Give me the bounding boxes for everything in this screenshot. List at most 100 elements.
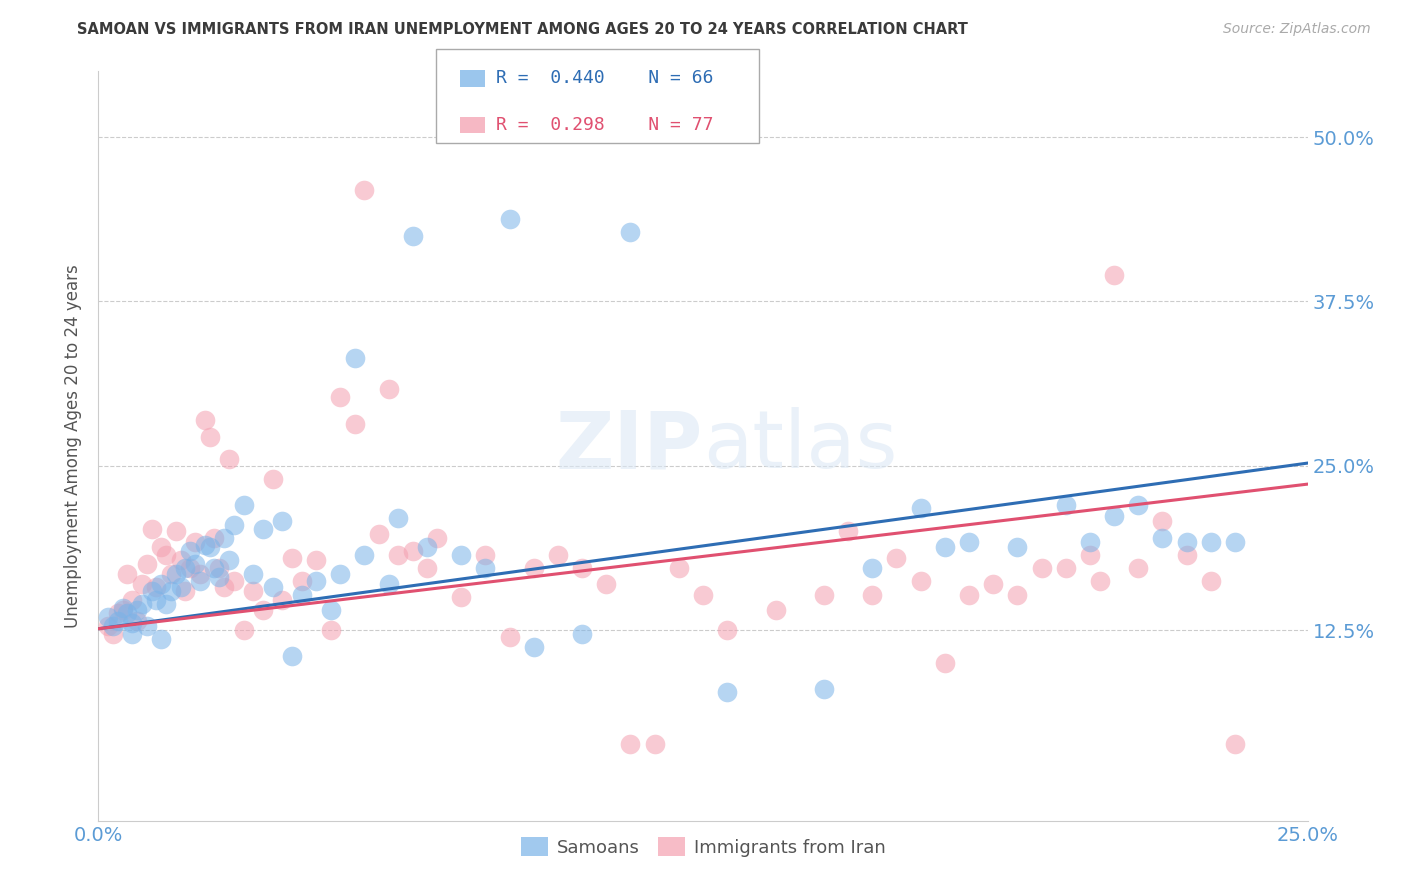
Point bbox=[184, 535, 207, 549]
Point bbox=[208, 561, 231, 575]
Point bbox=[319, 623, 342, 637]
Point bbox=[716, 623, 738, 637]
Point bbox=[141, 522, 163, 536]
Point bbox=[121, 592, 143, 607]
Point bbox=[232, 623, 254, 637]
Point bbox=[150, 540, 173, 554]
Point bbox=[174, 561, 197, 575]
Point bbox=[692, 588, 714, 602]
Point bbox=[416, 540, 439, 554]
Point bbox=[212, 580, 235, 594]
Point bbox=[204, 531, 226, 545]
Point bbox=[837, 524, 859, 539]
Point bbox=[1223, 535, 1246, 549]
Text: R =  0.440    N = 66: R = 0.440 N = 66 bbox=[496, 70, 714, 87]
Point bbox=[222, 574, 245, 589]
Point bbox=[1031, 561, 1053, 575]
Point bbox=[150, 577, 173, 591]
Point bbox=[169, 580, 191, 594]
Point bbox=[252, 603, 274, 617]
Point bbox=[179, 561, 201, 575]
Point bbox=[222, 517, 245, 532]
Point bbox=[155, 597, 177, 611]
Point bbox=[523, 640, 546, 654]
Point bbox=[668, 561, 690, 575]
Point bbox=[212, 531, 235, 545]
Point bbox=[97, 610, 120, 624]
Point bbox=[281, 550, 304, 565]
Point bbox=[934, 540, 956, 554]
Point bbox=[1054, 498, 1077, 512]
Point bbox=[1078, 548, 1101, 562]
Point bbox=[1199, 574, 1222, 589]
Point bbox=[242, 583, 264, 598]
Point bbox=[644, 738, 666, 752]
Point bbox=[1128, 561, 1150, 575]
Legend: Samoans, Immigrants from Iran: Samoans, Immigrants from Iran bbox=[513, 830, 893, 864]
Point bbox=[523, 561, 546, 575]
Point bbox=[271, 514, 294, 528]
Point bbox=[145, 580, 167, 594]
Point bbox=[111, 603, 134, 617]
Point bbox=[188, 566, 211, 581]
Point bbox=[107, 614, 129, 628]
Point bbox=[262, 472, 284, 486]
Point bbox=[305, 574, 328, 589]
Point bbox=[218, 452, 240, 467]
Point bbox=[1199, 535, 1222, 549]
Point bbox=[934, 656, 956, 670]
Point bbox=[281, 649, 304, 664]
Point bbox=[208, 570, 231, 584]
Point bbox=[571, 627, 593, 641]
Text: SAMOAN VS IMMIGRANTS FROM IRAN UNEMPLOYMENT AMONG AGES 20 TO 24 YEARS CORRELATIO: SAMOAN VS IMMIGRANTS FROM IRAN UNEMPLOYM… bbox=[77, 22, 969, 37]
Point bbox=[329, 390, 352, 404]
Text: Source: ZipAtlas.com: Source: ZipAtlas.com bbox=[1223, 22, 1371, 37]
Text: ZIP: ZIP bbox=[555, 407, 703, 485]
Point bbox=[619, 225, 641, 239]
Point bbox=[910, 574, 932, 589]
Point bbox=[402, 544, 425, 558]
Point bbox=[426, 531, 449, 545]
Point bbox=[184, 558, 207, 572]
Point bbox=[150, 632, 173, 647]
Point bbox=[121, 627, 143, 641]
Point bbox=[1102, 268, 1125, 282]
Point bbox=[131, 597, 153, 611]
Point bbox=[1078, 535, 1101, 549]
Point bbox=[160, 566, 183, 581]
Point bbox=[1088, 574, 1111, 589]
Point bbox=[165, 524, 187, 539]
Point bbox=[179, 544, 201, 558]
Point bbox=[498, 630, 520, 644]
Point bbox=[194, 413, 217, 427]
Point bbox=[290, 574, 312, 589]
Point bbox=[353, 548, 375, 562]
Point bbox=[169, 553, 191, 567]
Point bbox=[402, 228, 425, 243]
Point bbox=[305, 553, 328, 567]
Point bbox=[910, 500, 932, 515]
Point bbox=[1223, 738, 1246, 752]
Point bbox=[716, 685, 738, 699]
Point bbox=[1102, 508, 1125, 523]
Point bbox=[498, 211, 520, 226]
Point bbox=[860, 588, 883, 602]
Point bbox=[571, 561, 593, 575]
Point bbox=[290, 588, 312, 602]
Point bbox=[127, 614, 149, 628]
Point bbox=[1175, 548, 1198, 562]
Point bbox=[343, 351, 366, 365]
Point bbox=[111, 600, 134, 615]
Point bbox=[107, 606, 129, 620]
Point bbox=[595, 577, 617, 591]
Point bbox=[97, 619, 120, 633]
Point bbox=[135, 558, 157, 572]
Point bbox=[981, 577, 1004, 591]
Point bbox=[329, 566, 352, 581]
Point bbox=[860, 561, 883, 575]
Point bbox=[262, 580, 284, 594]
Point bbox=[1175, 535, 1198, 549]
Point bbox=[813, 682, 835, 697]
Point bbox=[127, 603, 149, 617]
Point bbox=[155, 548, 177, 562]
